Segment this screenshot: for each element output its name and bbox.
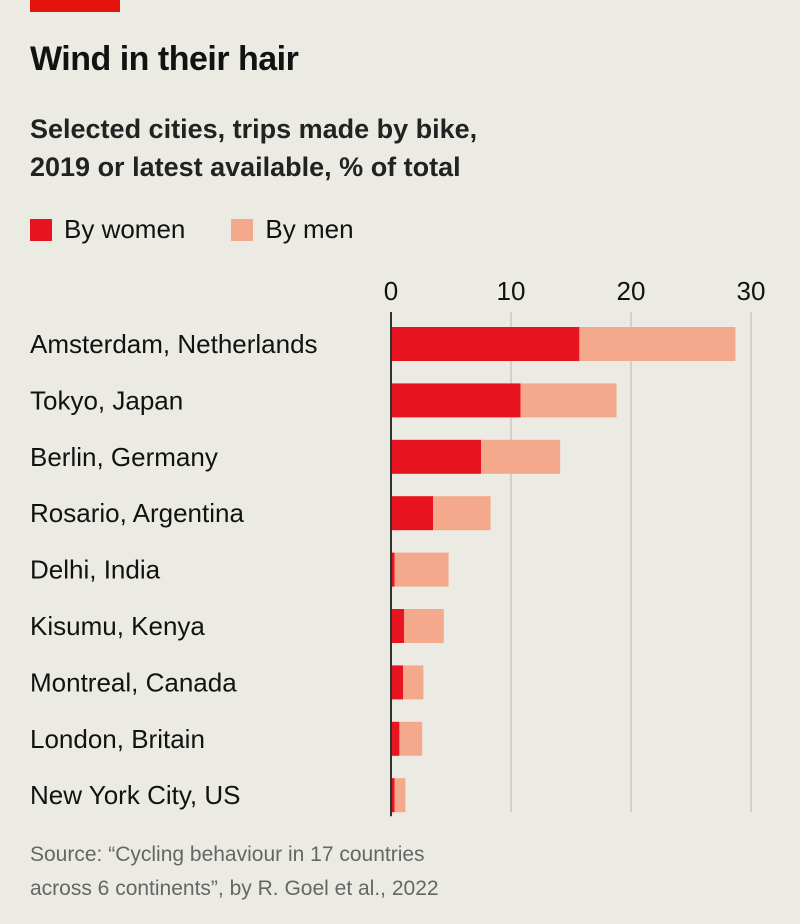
bar-women	[391, 496, 433, 531]
x-tick-label: 0	[384, 276, 398, 306]
subtitle-line: Selected cities, trips made by bike,	[30, 114, 478, 144]
category-label: Berlin, Germany	[30, 442, 218, 472]
legend-label-men: By men	[265, 214, 354, 244]
bar-men	[520, 383, 617, 418]
brand-tag	[30, 0, 120, 12]
category-label: New York City, US	[30, 780, 240, 810]
bar-women	[391, 721, 400, 756]
category-label: London, Britain	[30, 724, 205, 754]
legend-swatch-men	[231, 218, 254, 241]
legend-label-women: By women	[64, 214, 186, 244]
bar-women	[391, 439, 481, 474]
bar-men	[399, 721, 423, 756]
bar-men	[404, 609, 444, 643]
category-label: Amsterdam, Netherlands	[30, 329, 318, 359]
x-tick-label: 10	[497, 276, 526, 306]
x-tick-label: 30	[737, 276, 766, 306]
chart-subtitle: Selected cities, trips made by bike, 201…	[30, 110, 477, 186]
source-line: across 6 continents”, by R. Goel et al.,…	[30, 877, 439, 900]
bar-women	[391, 665, 403, 700]
bar-men	[394, 778, 406, 813]
legend: By women By men	[30, 214, 354, 245]
bar-men	[433, 496, 491, 531]
bar-men	[579, 327, 736, 361]
bar-men	[403, 665, 424, 700]
source-note: Source: “Cycling behaviour in 17 countri…	[30, 838, 439, 906]
bar-women	[391, 778, 395, 813]
category-label: Rosario, Argentina	[30, 498, 244, 528]
bar-women	[391, 383, 521, 418]
category-label: Montreal, Canada	[30, 667, 237, 697]
category-label: Delhi, India	[30, 555, 161, 585]
bar-men	[394, 552, 449, 587]
bar-women	[391, 609, 405, 643]
bar-women	[391, 552, 395, 587]
bar-men	[481, 439, 561, 474]
chart-title: Wind in their hair	[30, 40, 299, 78]
category-label: Kisumu, Kenya	[30, 611, 205, 641]
category-label: Tokyo, Japan	[30, 385, 183, 415]
subtitle-line: 2019 or latest available, % of total	[30, 152, 461, 182]
source-line: Source: “Cycling behaviour in 17 countri…	[30, 843, 425, 866]
x-tick-label: 20	[617, 276, 646, 306]
legend-swatch-women	[30, 218, 52, 241]
bar-women	[391, 327, 580, 361]
